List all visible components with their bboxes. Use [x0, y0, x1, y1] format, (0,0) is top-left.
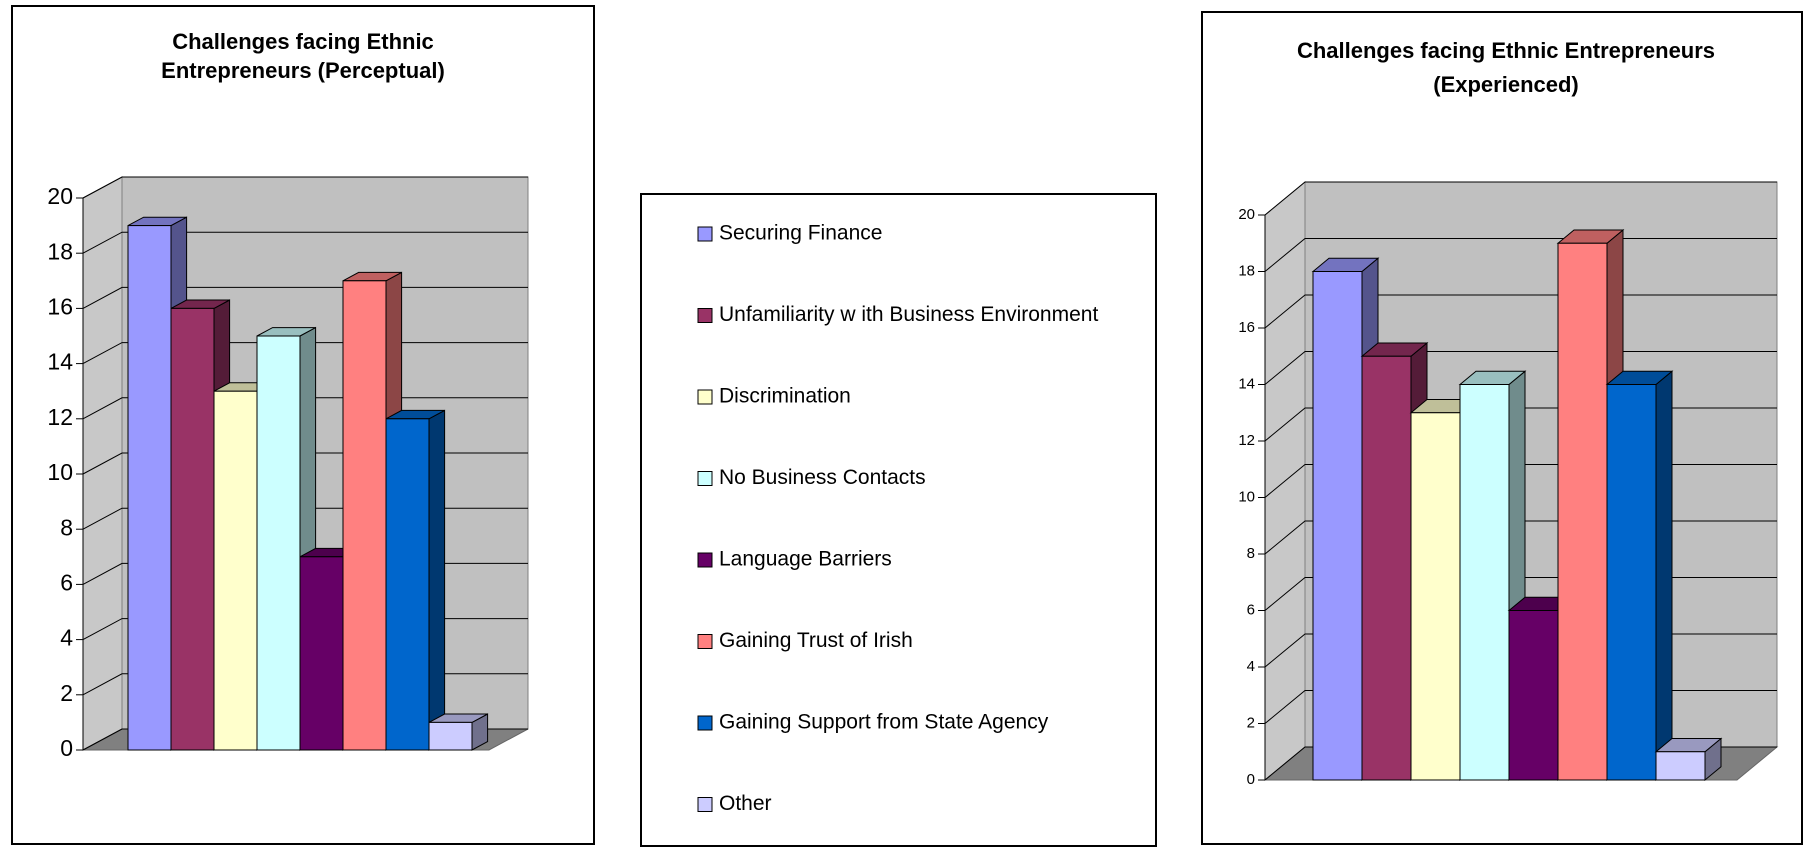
legend-swatch — [697, 389, 713, 405]
chart-title: Challenges facing Ethnic — [172, 29, 434, 54]
bar — [170, 307, 215, 751]
bar — [1606, 384, 1657, 781]
y-tick-label: 8 — [60, 514, 73, 540]
legend-swatch — [697, 552, 713, 568]
legend-swatch — [697, 797, 713, 812]
y-tick-label: 2 — [1247, 714, 1255, 731]
y-tick-label: 0 — [60, 735, 73, 761]
legend-label: Gaining Support from State Agency — [719, 711, 1049, 734]
chart-title: (Experienced) — [1433, 72, 1579, 97]
bar — [213, 390, 258, 751]
y-tick-label: 14 — [47, 349, 73, 375]
legend-label: Securing Finance — [719, 222, 882, 245]
legend-swatch — [697, 471, 713, 486]
bar — [1410, 412, 1461, 781]
y-tick-label: 12 — [47, 404, 73, 430]
legend-label: Gaining Trust of Irish — [719, 629, 913, 652]
grid-line — [1264, 181, 1777, 216]
grid-line — [82, 176, 528, 199]
bar — [1459, 384, 1510, 781]
y-tick-label: 4 — [1247, 658, 1255, 675]
legend-label: Discrimination — [719, 385, 851, 408]
chart-title: Challenges facing Ethnic Entrepreneurs — [1297, 38, 1715, 63]
y-tick-label: 4 — [60, 625, 73, 651]
bar — [428, 721, 473, 751]
legend-label: Unfamiliarity w ith Business Environment — [719, 303, 1098, 326]
y-tick-label: 18 — [1238, 262, 1255, 279]
y-tick-label: 10 — [1238, 488, 1255, 505]
legend-swatch — [697, 226, 713, 242]
y-tick-label: 20 — [1238, 206, 1255, 223]
bar — [127, 225, 172, 751]
legend-frame — [640, 193, 1157, 847]
y-tick-label: 6 — [60, 569, 73, 595]
y-tick-label: 6 — [1247, 601, 1255, 618]
bar — [1557, 242, 1608, 781]
y-tick-label: 12 — [1238, 432, 1255, 449]
bar-side — [428, 409, 446, 751]
bar-side — [1655, 370, 1673, 782]
y-tick-label: 10 — [47, 459, 73, 485]
bar — [299, 556, 344, 751]
legend-label: No Business Contacts — [719, 466, 926, 489]
bar — [1312, 271, 1363, 781]
bar — [342, 280, 387, 751]
chart-title: Entrepreneurs (Perceptual) — [161, 58, 445, 83]
legend-swatch — [697, 634, 713, 649]
y-tick-label: 20 — [47, 183, 73, 209]
y-tick-label: 18 — [47, 238, 73, 264]
y-tick-label: 16 — [47, 293, 73, 319]
legend-label: Language Barriers — [719, 548, 892, 571]
legend-swatch — [697, 308, 713, 323]
bar — [1361, 355, 1412, 781]
y-tick-label: 0 — [1247, 771, 1255, 788]
y-tick-label: 16 — [1238, 319, 1255, 336]
y-tick-label: 8 — [1247, 545, 1255, 562]
y-tick-label: 2 — [60, 680, 73, 706]
y-tick-label: 14 — [1238, 375, 1255, 392]
grid-line — [82, 231, 528, 254]
legend-swatch — [697, 715, 713, 731]
bar — [1508, 610, 1559, 781]
legend-label: Other — [719, 792, 772, 815]
bar — [385, 418, 430, 751]
bar — [1655, 751, 1706, 781]
bar — [256, 335, 301, 751]
